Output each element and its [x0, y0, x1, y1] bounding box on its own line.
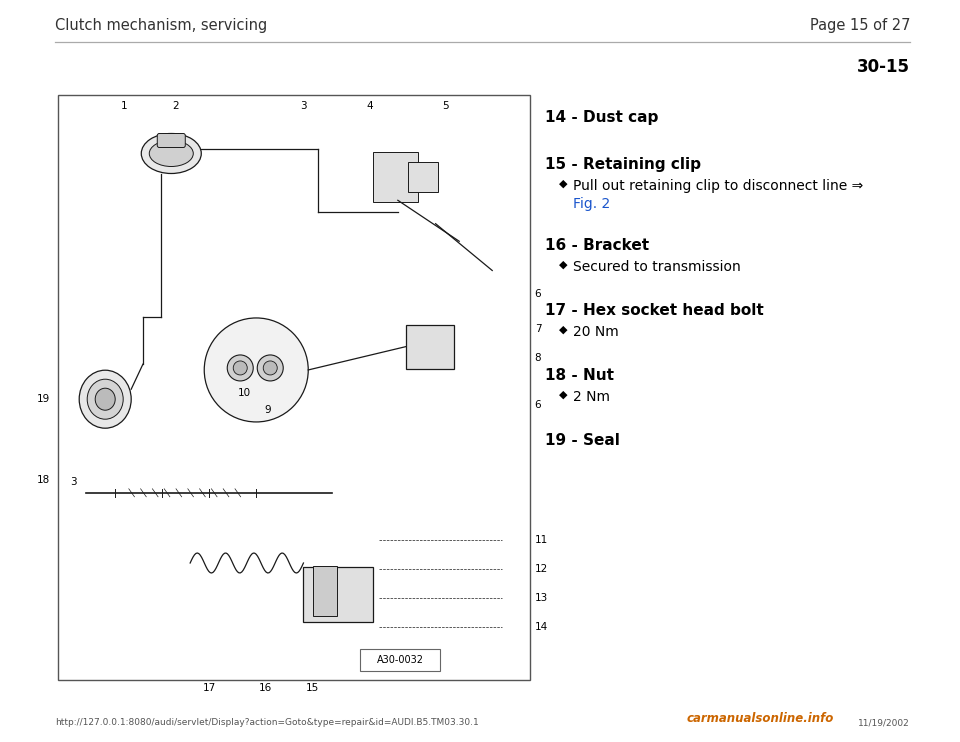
Text: ◆: ◆: [559, 260, 567, 270]
Text: ◆: ◆: [559, 325, 567, 335]
Text: 1: 1: [121, 101, 128, 111]
Circle shape: [228, 355, 253, 381]
Text: Clutch mechanism, servicing: Clutch mechanism, servicing: [55, 18, 267, 33]
Text: http://127.0.0.1:8080/audi/servlet/Display?action=Goto&type=repair&id=AUDI.B5.TM: http://127.0.0.1:8080/audi/servlet/Displ…: [55, 718, 479, 727]
Text: Secured to transmission: Secured to transmission: [573, 260, 741, 274]
Text: 4: 4: [366, 101, 372, 111]
Text: 16: 16: [259, 683, 273, 693]
Text: 11/19/2002: 11/19/2002: [858, 718, 910, 727]
Bar: [408, 162, 439, 192]
Text: 17 - Hex socket head bolt: 17 - Hex socket head bolt: [545, 303, 764, 318]
Text: 3: 3: [70, 477, 77, 487]
Text: 14 - Dust cap: 14 - Dust cap: [545, 110, 659, 125]
Text: 19 - Seal: 19 - Seal: [545, 433, 620, 448]
Bar: [313, 565, 337, 616]
Text: 6: 6: [535, 289, 541, 299]
Text: 2: 2: [173, 101, 180, 111]
Bar: [373, 152, 419, 202]
Text: A30-0032: A30-0032: [376, 655, 423, 666]
Text: 19: 19: [36, 394, 50, 404]
Bar: [303, 566, 373, 622]
Text: 14: 14: [535, 623, 548, 632]
Circle shape: [263, 361, 277, 375]
Text: ◆: ◆: [559, 179, 567, 189]
Text: 2 Nm: 2 Nm: [573, 390, 610, 404]
Text: 17: 17: [203, 683, 216, 693]
Text: 5: 5: [442, 101, 448, 111]
Text: 12: 12: [535, 564, 548, 574]
Text: Pull out retaining clip to disconnect line ⇒: Pull out retaining clip to disconnect li…: [573, 179, 863, 193]
Text: 18 - Nut: 18 - Nut: [545, 368, 614, 383]
Text: Fig. 2: Fig. 2: [573, 197, 611, 211]
Ellipse shape: [79, 370, 132, 428]
Ellipse shape: [141, 134, 202, 174]
Text: ◆: ◆: [559, 390, 567, 400]
Text: 11: 11: [535, 534, 548, 545]
Text: 20 Nm: 20 Nm: [573, 325, 619, 339]
FancyBboxPatch shape: [157, 134, 185, 148]
Text: 10: 10: [238, 388, 252, 398]
Text: 7: 7: [535, 324, 541, 334]
Circle shape: [257, 355, 283, 381]
Text: 6: 6: [535, 400, 541, 410]
Text: 13: 13: [535, 593, 548, 603]
Ellipse shape: [95, 388, 115, 410]
Ellipse shape: [150, 140, 193, 166]
Text: 15: 15: [306, 683, 320, 693]
Bar: [406, 324, 454, 369]
Bar: [58, 95, 530, 680]
Ellipse shape: [87, 379, 123, 419]
Circle shape: [233, 361, 248, 375]
Text: 30-15: 30-15: [857, 58, 910, 76]
Circle shape: [204, 318, 308, 422]
Text: 9: 9: [264, 405, 271, 415]
Text: 3: 3: [300, 101, 307, 111]
Bar: [360, 649, 440, 672]
Text: 16 - Bracket: 16 - Bracket: [545, 238, 649, 253]
Text: carmanualsonline.info: carmanualsonline.info: [686, 712, 833, 725]
Text: 18: 18: [36, 475, 50, 485]
Text: Page 15 of 27: Page 15 of 27: [809, 18, 910, 33]
Text: 15 - Retaining clip: 15 - Retaining clip: [545, 157, 701, 172]
Text: 8: 8: [535, 353, 541, 364]
